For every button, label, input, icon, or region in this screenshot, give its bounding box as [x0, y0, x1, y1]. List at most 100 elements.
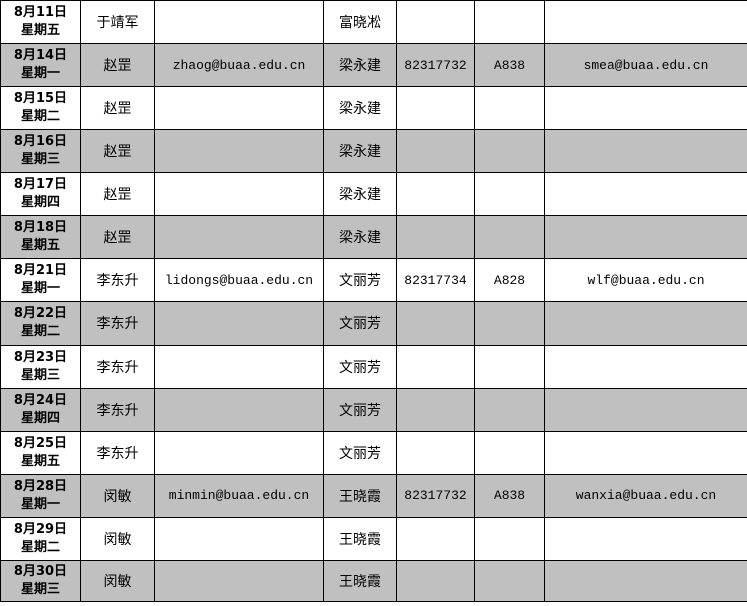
staff-room-cell: [474, 516, 545, 561]
staff-phone-cell: [396, 0, 475, 45]
date-text: 8月14日: [13, 48, 68, 64]
staff-email-cell: [544, 129, 747, 174]
leader-name-cell: 李东升: [80, 344, 155, 389]
staff-phone-cell: [396, 516, 475, 561]
staff-room-cell: [474, 86, 545, 131]
leader-name-cell: 赵罡: [80, 43, 155, 88]
staff-room-cell: A828: [474, 258, 545, 303]
date-cell: 8月30日 星期三: [0, 559, 81, 603]
staff-name-cell: 文丽芳: [323, 344, 397, 389]
leader-email-cell: [154, 86, 324, 131]
staff-phone-cell: [396, 559, 475, 603]
weekday-text: 星期一: [20, 496, 60, 512]
date-cell: 8月23日 星期三: [0, 344, 81, 389]
table-row: 8月30日 星期三 闵敏 王晓霞: [0, 559, 747, 603]
staff-name-cell: 梁永建: [323, 172, 397, 217]
staff-email-cell: [544, 387, 747, 432]
leader-email-cell: [154, 344, 324, 389]
date-text: 8月29日: [13, 521, 68, 537]
staff-email-cell: [544, 430, 747, 475]
leader-name-cell: 李东升: [80, 301, 155, 346]
date-cell: 8月16日星期三: [0, 129, 81, 174]
staff-room-cell: A838: [474, 473, 545, 518]
leader-name-cell: 赵罡: [80, 215, 155, 260]
leader-email-cell: minmin@buaa.edu.cn: [154, 473, 324, 518]
date-cell: 8月15日 星期二: [0, 86, 81, 131]
weekday-text: 星期二: [20, 539, 60, 555]
leader-email-cell: [154, 0, 324, 45]
table-row: 8月14日 星期一 赵罡 zhaog@buaa.edu.cn 梁永建 823177…: [0, 43, 747, 88]
table-row: 8月24日 星期四 李东升 文丽芳: [0, 387, 747, 432]
table-row: 8月29日星期二 闵敏 王晓霞: [0, 516, 747, 561]
staff-email-cell: [544, 559, 747, 603]
staff-email-cell: [544, 516, 747, 561]
weekday-text: 星期二: [20, 324, 60, 340]
table-row: 8月25日 星期五 李东升 文丽芳: [0, 430, 747, 475]
staff-name-cell: 梁永建: [323, 129, 397, 174]
leader-email-cell: [154, 215, 324, 260]
leader-email-cell: [154, 387, 324, 432]
weekday-text: 星期一: [20, 66, 60, 82]
table-row: 8月21日 星期一 李东升 lidongs@buaa.edu.cn 文丽芳 823…: [0, 258, 747, 303]
leader-email-cell: [154, 559, 324, 603]
leader-email-cell: lidongs@buaa.edu.cn: [154, 258, 324, 303]
leader-email-cell: [154, 430, 324, 475]
leader-name-cell: 闵敏: [80, 516, 155, 561]
staff-name-cell: 富晓凇: [323, 0, 397, 45]
staff-phone-cell: 82317734: [396, 258, 475, 303]
weekday-text: 星期五: [20, 23, 60, 39]
staff-room-cell: [474, 559, 545, 603]
weekday-text: 星期四: [20, 195, 60, 211]
staff-phone-cell: [396, 172, 475, 217]
staff-room-cell: [474, 387, 545, 432]
table-row: 8月22日 星期二 李东升 文丽芳: [0, 301, 747, 346]
staff-email-cell: wanxia@buaa.edu.cn: [544, 473, 747, 518]
staff-phone-cell: [396, 86, 475, 131]
leader-name-cell: 赵罡: [80, 172, 155, 217]
staff-email-cell: [544, 344, 747, 389]
staff-room-cell: [474, 301, 545, 346]
date-cell: 8月28日星期一: [0, 473, 81, 518]
staff-room-cell: A838: [474, 43, 545, 88]
date-text: 8月28日: [13, 478, 68, 494]
leader-name-cell: 闵敏: [80, 473, 155, 518]
leader-email-cell: zhaog@buaa.edu.cn: [154, 43, 324, 88]
staff-room-cell: [474, 430, 545, 475]
date-cell: 8月21日 星期一: [0, 258, 81, 303]
staff-phone-cell: 82317732: [396, 473, 475, 518]
staff-name-cell: 文丽芳: [323, 258, 397, 303]
date-cell: 8月29日星期二: [0, 516, 81, 561]
date-cell: 8月17日星期四: [0, 172, 81, 217]
staff-phone-cell: [396, 387, 475, 432]
staff-name-cell: 文丽芳: [323, 387, 397, 432]
table-row: 8月15日 星期二 赵罡 梁永建: [0, 86, 747, 131]
weekday-text: 星期五: [20, 453, 60, 469]
staff-email-cell: [544, 0, 747, 45]
staff-name-cell: 梁永建: [323, 215, 397, 260]
leader-name-cell: 赵罡: [80, 129, 155, 174]
table-row: 8月16日星期三 赵罡 梁永建: [0, 129, 747, 174]
leader-email-cell: [154, 516, 324, 561]
date-cell: 8月22日星期二: [0, 301, 81, 346]
table-row: 8月28日 星期一 闵敏 minmin@buaa.edu.cn 王晓霞 82317…: [0, 473, 747, 518]
date-text: 8月11日: [13, 5, 68, 21]
date-text: 8月22日: [13, 306, 68, 322]
leader-name-cell: 于靖军: [80, 0, 155, 45]
date-text: 8月17日: [13, 177, 68, 193]
weekday-text: 星期三: [20, 367, 60, 383]
weekday-text: 星期二: [20, 109, 60, 125]
weekday-text: 星期三: [20, 152, 60, 168]
staff-phone-cell: [396, 430, 475, 475]
leader-email-cell: [154, 301, 324, 346]
date-text: 8月18日: [13, 220, 68, 236]
staff-name-cell: 王晓霞: [323, 516, 397, 561]
staff-room-cell: [474, 0, 545, 45]
staff-name-cell: 梁永建: [323, 86, 397, 131]
date-text: 8月16日: [13, 134, 68, 150]
table-row: 8月17日星期四 赵罡 梁永建: [0, 172, 747, 217]
staff-email-cell: wlf@buaa.edu.cn: [544, 258, 747, 303]
staff-email-cell: [544, 172, 747, 217]
staff-room-cell: [474, 215, 545, 260]
staff-phone-cell: 82317732: [396, 43, 475, 88]
